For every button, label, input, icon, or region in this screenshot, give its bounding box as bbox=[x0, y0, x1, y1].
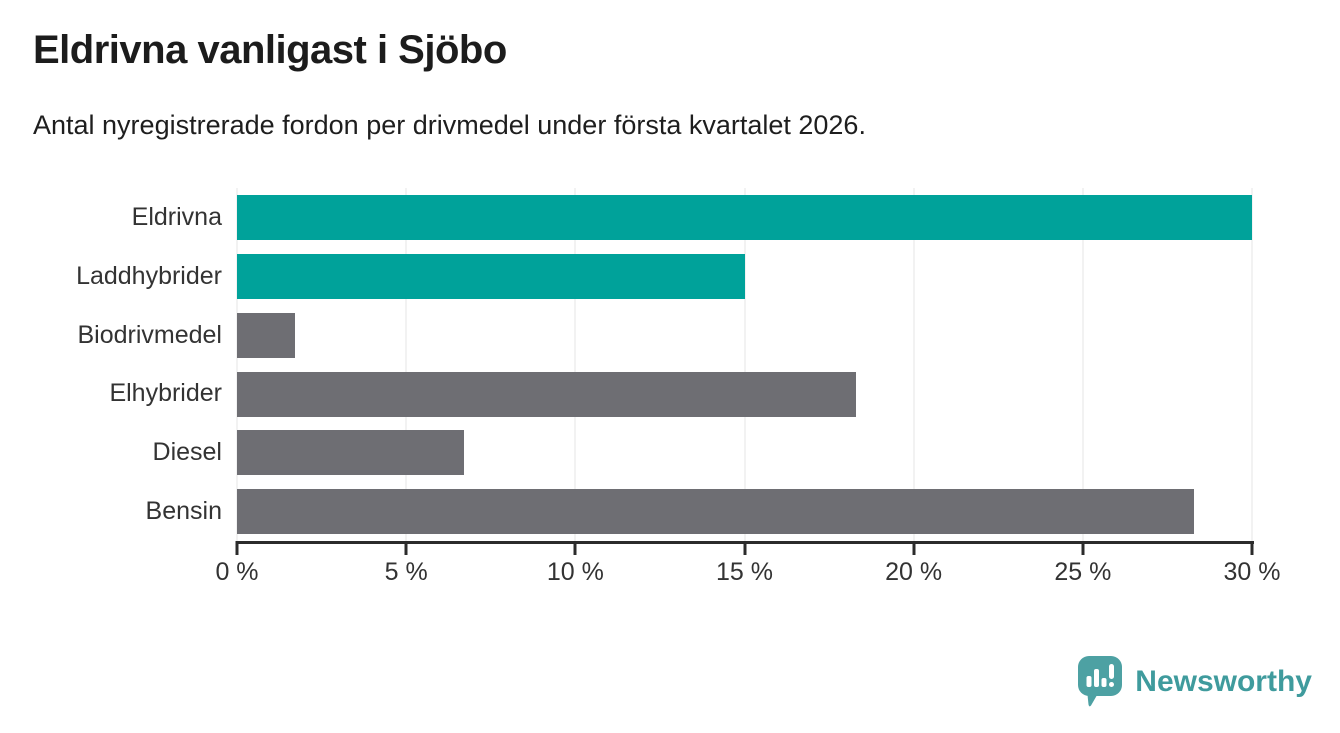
grid-line bbox=[744, 188, 745, 541]
grid-line bbox=[405, 188, 407, 541]
brand-footer: Newsworthy bbox=[1078, 656, 1312, 707]
x-tick-label: 20 % bbox=[885, 558, 943, 586]
bar-bensin bbox=[237, 489, 1195, 535]
category-label: Diesel bbox=[152, 438, 222, 467]
category-label: Eldrivna bbox=[131, 202, 222, 231]
x-tick-label: 0 % bbox=[215, 558, 259, 586]
bar-laddhybrider bbox=[237, 253, 745, 299]
grid-line bbox=[574, 188, 576, 541]
x-tick-label: 10 % bbox=[546, 558, 604, 586]
x-tick bbox=[1250, 541, 1254, 555]
grid-line bbox=[913, 188, 915, 541]
x-tick bbox=[1081, 541, 1085, 555]
x-tick bbox=[912, 541, 916, 555]
category-label: Elhybrider bbox=[109, 379, 222, 408]
y-axis-labels: Eldrivna Laddhybrider Biodrivmedel Elhybrid… bbox=[0, 188, 222, 541]
category-label: Biodrivmedel bbox=[77, 320, 222, 349]
x-tick-label: 30 % bbox=[1223, 558, 1281, 586]
x-tick bbox=[573, 541, 577, 555]
grid-line bbox=[1082, 188, 1084, 541]
brand-name: Newsworthy bbox=[1135, 664, 1312, 698]
x-tick-label: 25 % bbox=[1054, 558, 1112, 586]
x-tick bbox=[743, 541, 746, 555]
bar-biodrivmedel bbox=[237, 312, 295, 358]
x-tick bbox=[235, 541, 239, 555]
grid-line bbox=[1251, 188, 1253, 541]
x-tick-label: 5 % bbox=[384, 558, 428, 586]
grid-line bbox=[236, 188, 238, 541]
bar-elhybrider bbox=[237, 371, 857, 417]
newsworthy-logo-icon bbox=[1078, 656, 1123, 707]
bar-eldrivna bbox=[237, 195, 1252, 240]
category-label: Bensin bbox=[145, 497, 222, 526]
chart-subtitle: Antal nyregistrerade fordon per drivmede… bbox=[33, 110, 866, 140]
x-tick bbox=[404, 541, 408, 555]
x-tick-label: 15 % bbox=[716, 558, 773, 586]
x-axis: 0 % 5 % 10 % 15 % 20 % 25 % 30 % bbox=[215, 541, 1280, 597]
plot-area bbox=[236, 188, 1253, 541]
bar-diesel bbox=[237, 430, 464, 476]
category-label: Laddhybrider bbox=[76, 261, 222, 290]
chart-title: Eldrivna vanligast i Sjöbo bbox=[33, 28, 507, 72]
